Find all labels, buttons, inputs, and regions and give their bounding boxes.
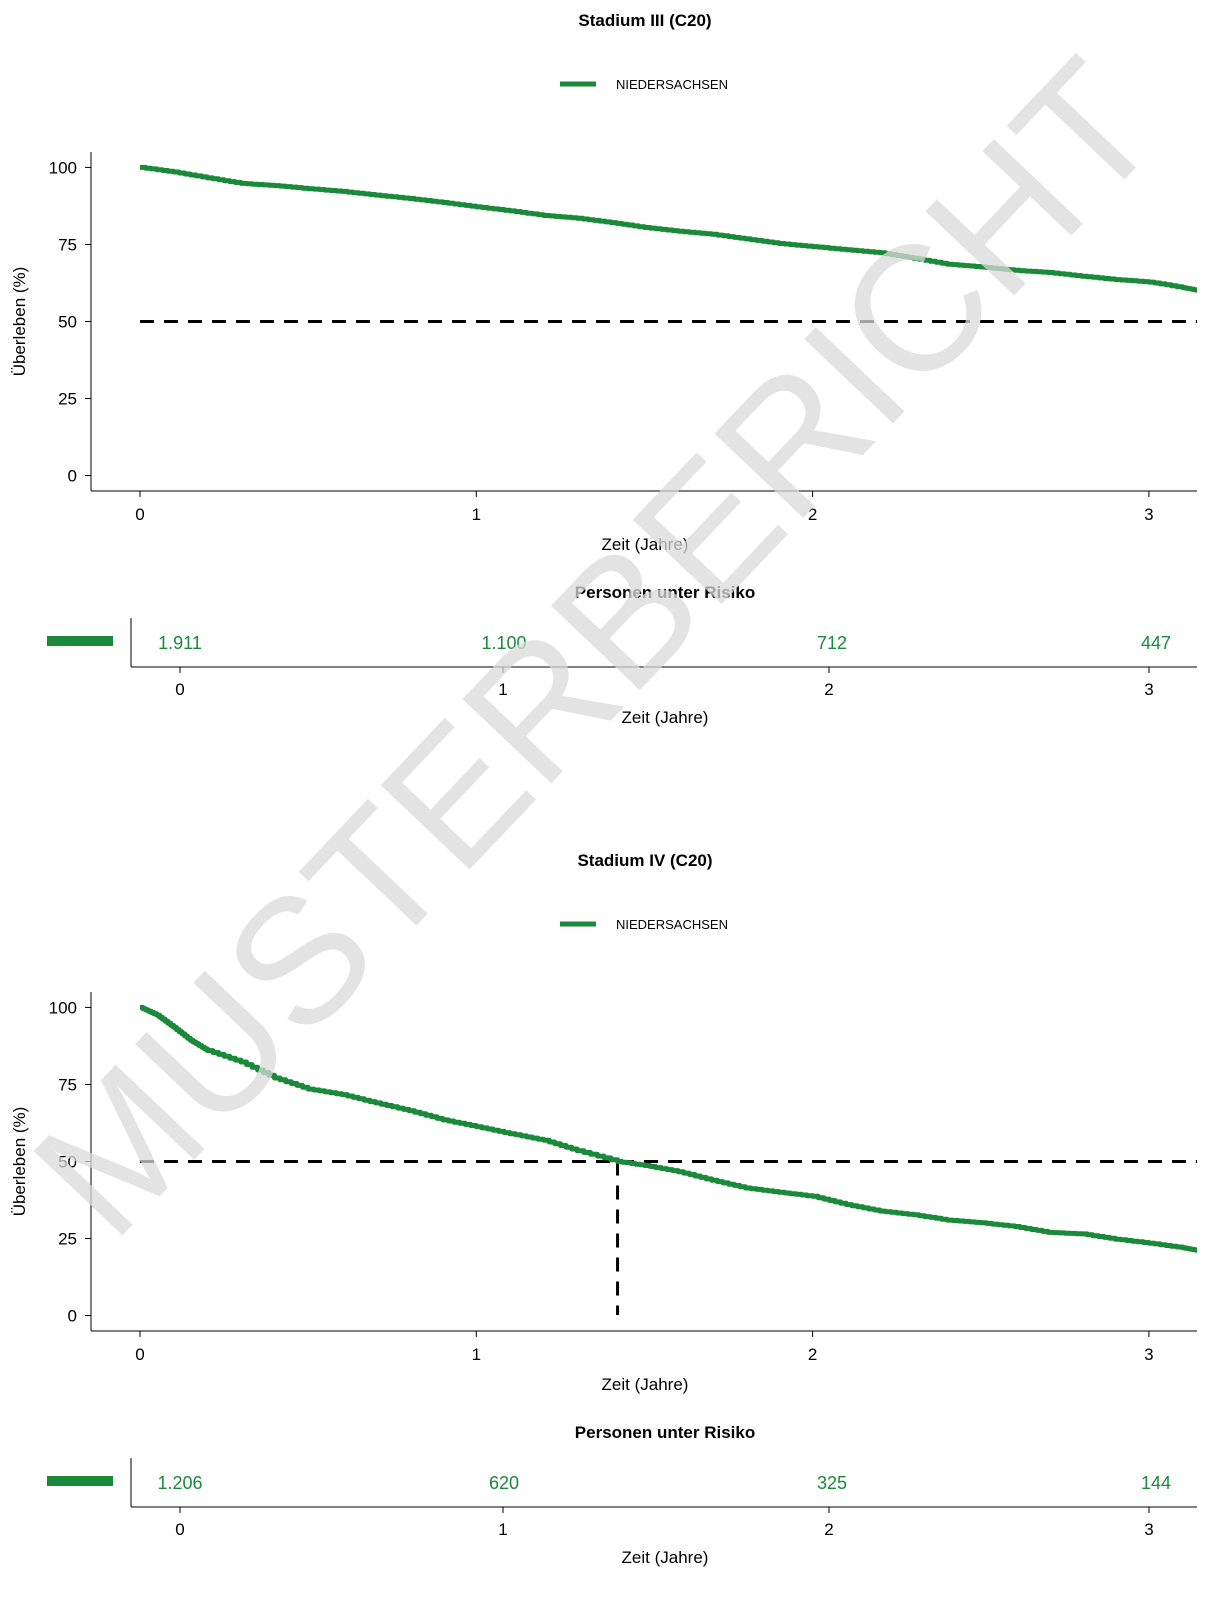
y-tick-label: 100: [49, 158, 77, 177]
risk-table-x-tick-label: 0: [175, 680, 184, 699]
risk-table-value: 620: [489, 1473, 519, 1493]
y-tick-label: 0: [68, 467, 77, 486]
x-tick-label: 0: [135, 1345, 144, 1364]
legend-label: NIEDERSACHSEN: [616, 77, 728, 92]
risk-table-value: 325: [817, 1473, 847, 1493]
risk-table-value: 447: [1141, 633, 1171, 653]
risk-table-x-tick-label: 0: [175, 1520, 184, 1539]
risk-table-value: 144: [1141, 1473, 1171, 1493]
y-axis-label: Überleben (%): [10, 267, 29, 377]
chart-title: Stadium IV (C20): [577, 851, 712, 870]
risk-table-title: Personen unter Risiko: [575, 1423, 755, 1442]
risk-table-x-tick-label: 1: [498, 680, 507, 699]
chart-panel-2: Stadium IV (C20) NIEDERSACHSEN 0 25 50 75 100 0…: [10, 851, 1197, 1567]
risk-table-value: 712: [817, 633, 847, 653]
y-tick-label: 75: [58, 235, 77, 254]
x-tick-label: 1: [472, 1345, 481, 1364]
y-tick-label: 25: [58, 1230, 77, 1249]
risk-table-x-tick-label: 1: [498, 1520, 507, 1539]
risk-table-x-tick-label: 2: [824, 680, 833, 699]
chart-panel-1: Stadium III (C20)NIEDERSACHSEN0255075100…: [10, 11, 1197, 727]
y-axis-label: Überleben (%): [10, 1107, 29, 1217]
risk-table-x-label: Zeit (Jahre): [622, 1548, 709, 1567]
y-tick-label: 75: [58, 1075, 77, 1094]
risk-table-x-label: Zeit (Jahre): [622, 708, 709, 727]
chart-title: Stadium III (C20): [578, 11, 711, 30]
survival-curve-series-1: [140, 1004, 1197, 1253]
legend-label: NIEDERSACHSEN: [616, 917, 728, 932]
risk-table-x-tick-label: 3: [1144, 1520, 1153, 1539]
risk-table-x-tick-label: 3: [1144, 680, 1153, 699]
y-tick-label: 25: [58, 390, 77, 409]
y-tick-label: 100: [49, 998, 77, 1017]
risk-table-value: 1.206: [157, 1473, 202, 1493]
x-tick-label: 3: [1144, 505, 1153, 524]
x-tick-label: 2: [808, 505, 817, 524]
risk-table-title: Personen unter Risiko: [575, 583, 755, 602]
x-tick-label: 1: [472, 505, 481, 524]
y-tick-label: 0: [68, 1307, 77, 1326]
x-axis-label: Zeit (Jahre): [602, 1375, 689, 1394]
y-tick-label: 50: [58, 313, 77, 332]
y-tick-label: 50: [58, 1153, 77, 1172]
x-tick-label: 3: [1144, 1345, 1153, 1364]
risk-table-value: 1.911: [158, 633, 202, 653]
x-tick-label: 0: [135, 505, 144, 524]
survival-curve-series-1: [140, 164, 1197, 293]
x-axis-label: Zeit (Jahre): [602, 535, 689, 554]
risk-table-x-tick-label: 2: [824, 1520, 833, 1539]
risk-table-value: 1.100: [481, 633, 526, 653]
x-tick-label: 2: [808, 1345, 817, 1364]
